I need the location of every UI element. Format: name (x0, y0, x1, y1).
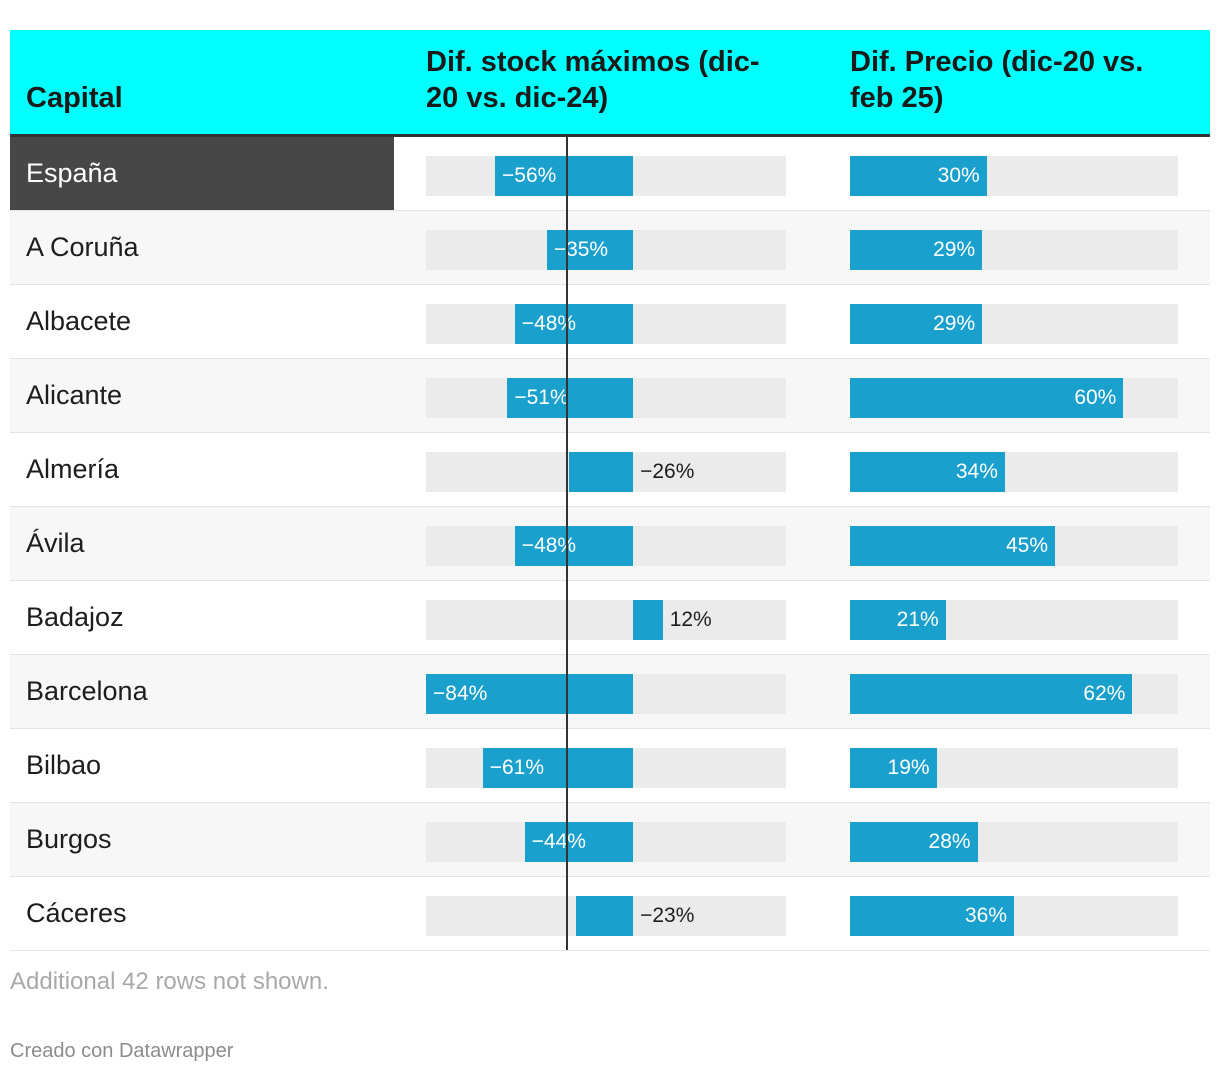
data-table: Capital Dif. stock máximos (dic-20 vs. d… (10, 30, 1210, 951)
stock-value-label: −35% (553, 238, 609, 261)
header-price-diff[interactable]: Dif. Precio (dic-20 vs. feb 25) (850, 46, 1144, 114)
rows-hidden-note: Additional 42 rows not shown. (10, 968, 329, 995)
price-bar (850, 748, 937, 788)
stock-bar-track: −23% (426, 896, 786, 936)
price-value-label: 28% (928, 830, 971, 853)
stock-bar (514, 304, 634, 344)
price-bar-track: 29% (850, 304, 1178, 344)
price-value-label: 62% (1083, 682, 1126, 705)
header-capital[interactable]: Capital (26, 82, 123, 114)
capital-name: Almería (26, 454, 120, 484)
stock-bar (546, 230, 634, 270)
price-value-label: 45% (1005, 534, 1048, 557)
table-row: Cáceres −23% 36% (10, 877, 1210, 951)
capital-name: Ávila (26, 528, 85, 558)
price-value-label: 30% (937, 164, 980, 187)
capital-name: Alicante (26, 380, 123, 410)
table-header: Capital Dif. stock máximos (dic-20 vs. d… (10, 30, 1210, 137)
capital-name: Burgos (26, 824, 112, 854)
stock-bar (569, 452, 634, 492)
capital-name: Barcelona (26, 676, 148, 706)
price-bar (850, 600, 946, 640)
stock-value-label: 12% (669, 608, 712, 631)
price-bar-track: 30% (850, 156, 1178, 196)
stock-bar (495, 156, 634, 196)
table-row: Barcelona −84% 62% (10, 655, 1210, 729)
price-value-label: 60% (1074, 386, 1117, 409)
stock-value-label: −26% (640, 460, 695, 483)
price-bar (850, 452, 1005, 492)
stock-bar-track: −56% (426, 156, 786, 196)
stock-bar-track: −61% (426, 748, 786, 788)
price-value-label: 34% (955, 460, 998, 483)
table-row: Badajoz 12% 21% (10, 581, 1210, 655)
stock-bar-track: −84% (426, 674, 786, 714)
stock-value-label: −48% (521, 312, 577, 335)
table-row: A Coruña −35% 29% (10, 211, 1210, 285)
price-bar-track: 34% (850, 452, 1178, 492)
capital-name: A Coruña (26, 232, 139, 262)
capital-name: España (10, 137, 394, 210)
capital-name: Cáceres (26, 898, 127, 928)
price-value-label: 29% (933, 312, 976, 335)
stock-bar (507, 378, 634, 418)
stock-value-label: −61% (489, 756, 544, 779)
stock-value-label: −23% (640, 904, 695, 927)
table-body: España −56% 30% A Coruña −35% 29% Albacete −48%… (10, 137, 1210, 951)
stock-value-label: −48% (521, 534, 577, 557)
table-row: Burgos −44% 28% (10, 803, 1210, 877)
price-bar-track: 28% (850, 822, 1178, 862)
table-row: Alicante −51% 60% (10, 359, 1210, 433)
price-value-label: 29% (933, 238, 976, 261)
header-stock-diff[interactable]: Dif. stock máximos (dic-20 vs. dic-24) (426, 46, 760, 114)
table-row: Almería −26% 34% (10, 433, 1210, 507)
price-bar-track: 36% (850, 896, 1178, 936)
stock-value-label: −44% (531, 830, 586, 853)
stock-bar-track: 12% (426, 600, 786, 640)
price-bar-track: 21% (850, 600, 1178, 640)
price-bar-track: 62% (850, 674, 1178, 714)
capital-name: Badajoz (26, 602, 124, 632)
price-bar (850, 230, 983, 270)
price-bar (850, 822, 978, 862)
stock-bar (633, 600, 663, 640)
price-bar-track: 29% (850, 230, 1178, 270)
price-bar-track: 19% (850, 748, 1178, 788)
price-value-label: 19% (887, 756, 930, 779)
table-row: Albacete −48% 29% (10, 285, 1210, 359)
price-bar-track: 45% (850, 526, 1178, 566)
price-bar (850, 896, 1014, 936)
stock-value-label: −84% (433, 682, 488, 705)
stock-bar-track: −44% (426, 822, 786, 862)
stock-bar (426, 674, 634, 714)
stock-bar-track: −48% (426, 304, 786, 344)
stock-bar (482, 748, 634, 788)
stock-bar-track: −26% (426, 452, 786, 492)
price-bar (850, 156, 987, 196)
stock-value-label: −51% (514, 386, 569, 409)
price-bar (850, 378, 1124, 418)
stock-bar (514, 526, 634, 566)
stock-bar-track: −35% (426, 230, 786, 270)
price-value-label: 36% (964, 904, 1007, 927)
price-bar (850, 304, 983, 344)
stock-bar-track: −51% (426, 378, 786, 418)
price-bar (850, 526, 1055, 566)
price-bar-track: 60% (850, 378, 1178, 418)
table-row: Ávila −48% 45% (10, 507, 1210, 581)
stock-bar-track: −48% (426, 526, 786, 566)
stock-bar (524, 822, 634, 862)
stock-bar (576, 896, 634, 936)
stock-value-label: −56% (502, 164, 557, 187)
price-bar (850, 674, 1133, 714)
capital-name: Albacete (26, 306, 132, 336)
datawrapper-credit[interactable]: Creado con Datawrapper (10, 1040, 234, 1062)
table-row: España −56% 30% (10, 137, 1210, 211)
price-value-label: 21% (896, 608, 939, 631)
capital-name: Bilbao (26, 750, 102, 780)
stock-zero-axis (566, 134, 568, 950)
table-row: Bilbao −61% 19% (10, 729, 1210, 803)
